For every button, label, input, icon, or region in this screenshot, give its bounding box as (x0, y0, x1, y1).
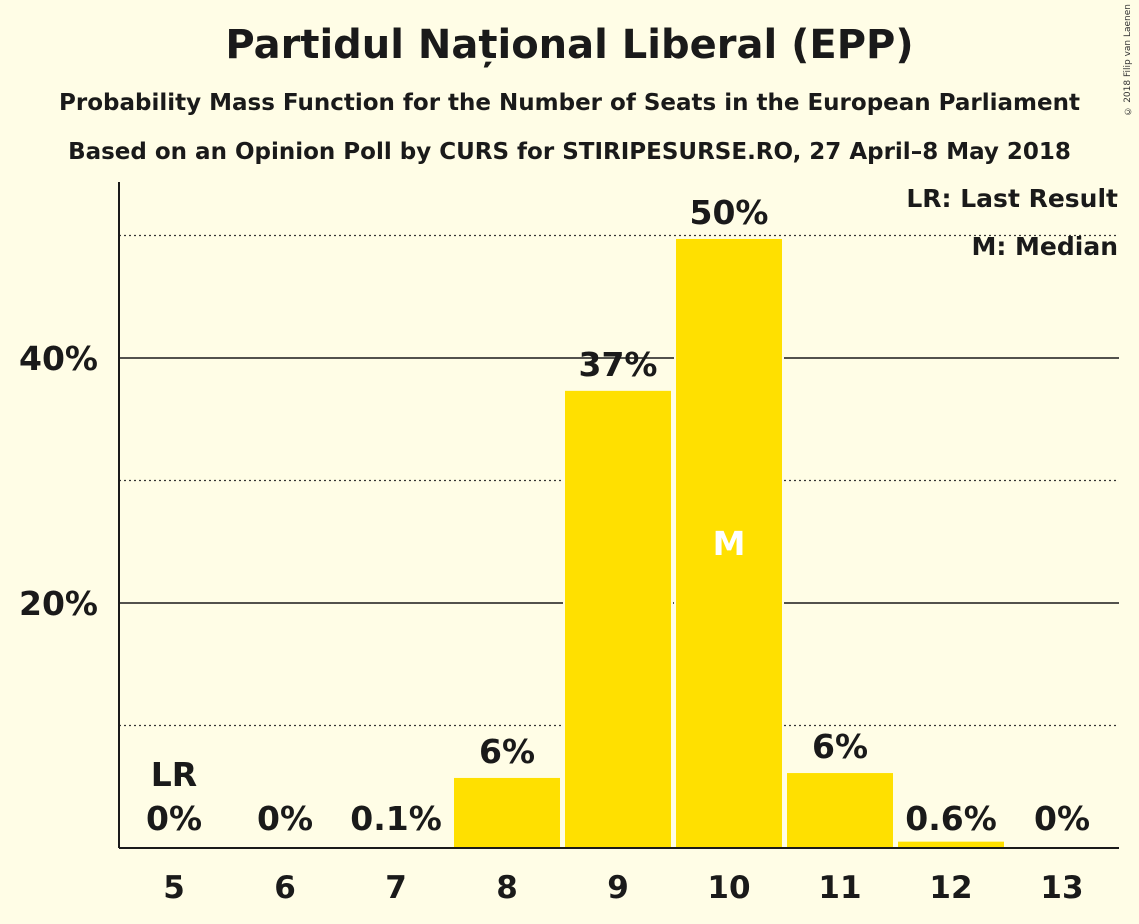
y-tick-label: 20% (19, 584, 98, 623)
data-label: 50% (690, 193, 769, 232)
data-label: 0% (257, 799, 313, 838)
last-result-marker: LR (151, 755, 197, 794)
median-marker: M (713, 524, 746, 563)
bar (674, 236, 784, 849)
chart-source-line: Based on an Opinion Poll by CURS for STI… (68, 139, 1071, 165)
y-tick-label: 40% (19, 339, 98, 378)
data-label: 0% (1034, 799, 1090, 838)
data-label: 0.1% (350, 799, 442, 838)
x-tick-label: 6 (274, 870, 296, 906)
x-tick-label: 8 (496, 870, 518, 906)
data-label: 37% (579, 345, 658, 384)
bar (452, 775, 562, 850)
x-tick-label: 10 (707, 870, 750, 906)
x-tick-label: 9 (607, 870, 629, 906)
bar (563, 388, 673, 849)
x-tick-label: 13 (1040, 870, 1083, 906)
x-tick-label: 7 (385, 870, 407, 906)
x-tick-label: 11 (818, 870, 861, 906)
bar (896, 839, 1006, 850)
bar (785, 771, 895, 849)
legend-median: M: Median (971, 232, 1118, 261)
x-tick-label: 5 (163, 870, 185, 906)
chart-subtitle: Probability Mass Function for the Number… (59, 90, 1080, 116)
data-label: 0% (146, 799, 202, 838)
chart-title: Partidul Național Liberal (EPP) (225, 22, 914, 68)
data-label: 0.6% (905, 799, 997, 838)
data-label: 6% (479, 732, 535, 771)
data-label: 6% (812, 727, 868, 766)
x-tick-label: 12 (929, 870, 972, 906)
legend-last-result: LR: Last Result (906, 184, 1118, 213)
